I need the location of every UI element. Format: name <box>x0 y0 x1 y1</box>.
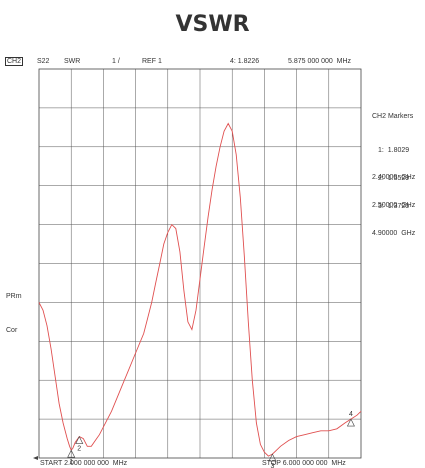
marker-entry-2: 2: 1.5529 2.50000 GHz <box>372 156 415 219</box>
channel-label: CH2 <box>5 57 24 66</box>
marker-4-triangle <box>346 418 355 427</box>
marker-entry-3: 3: 1.3725 4.90000 GHz <box>372 184 415 247</box>
marker-entry-value: 3: 1.3725 <box>378 203 410 210</box>
marker-1-triangle <box>67 449 76 458</box>
ref-label: REF 1 <box>142 58 162 65</box>
scale-label: 1 / <box>112 58 120 65</box>
marker-2-label: 2 <box>77 446 81 453</box>
marker-entry-frequency: 4.90000 GHz <box>372 230 416 237</box>
reference-level-marker <box>33 456 38 460</box>
marker-readout: 4: 1.8226 <box>230 58 260 65</box>
vswr-trace <box>38 122 362 457</box>
cor-label: Cor <box>6 327 18 334</box>
marker-3-triangle <box>268 453 277 462</box>
stop-frequency-label: STOP 6.000 000 000 MHz <box>262 460 346 467</box>
marker-1-label: 1 <box>69 459 73 466</box>
marker-2-triangle <box>75 435 84 444</box>
marker-entry-value: 2: 1.5529 <box>378 175 410 182</box>
marker-entry-frequency: 2.50000 GHz <box>372 202 416 209</box>
marker-entry-1: 1: 1.8029 2.40000 GHz <box>372 128 415 191</box>
marker-entry-frequency: 2.40000 GHz <box>372 174 416 181</box>
page-title: VSWR <box>175 12 250 37</box>
param-label: S22 <box>37 58 50 65</box>
marker-3-label: 3 <box>270 463 274 468</box>
format-label: SWR <box>64 58 81 65</box>
marker-4-label: 4 <box>349 411 353 418</box>
prm-label: PRm <box>6 293 22 300</box>
marker-entry-value: 1: 1.8029 <box>378 147 410 154</box>
markers-panel-title: CH2 Markers <box>372 113 414 120</box>
marker-frequency: 5.875 000 000 MHz <box>288 58 352 65</box>
plot-frame <box>38 68 362 459</box>
start-frequency-label: START 2.000 000 000 MHz <box>40 460 128 467</box>
